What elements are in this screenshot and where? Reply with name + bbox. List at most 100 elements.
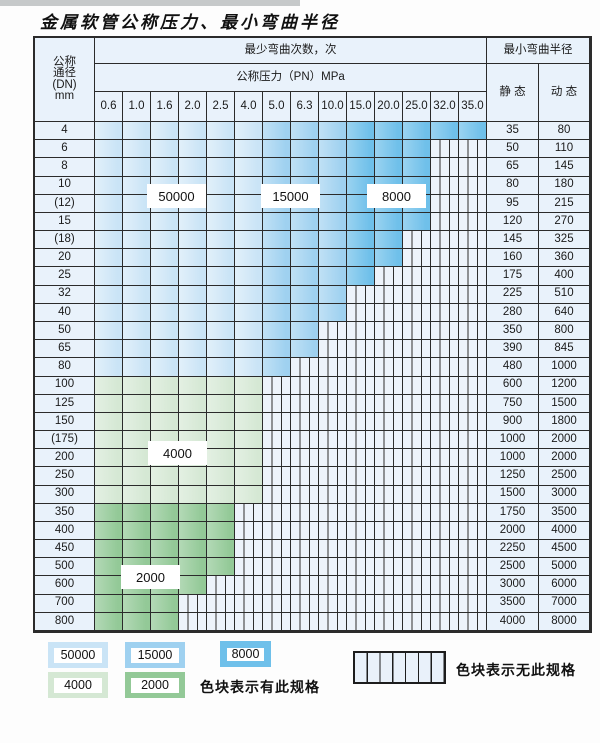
spec-cell bbox=[207, 122, 235, 141]
spec-cell bbox=[95, 521, 123, 541]
spec-cell bbox=[123, 467, 151, 486]
no-spec-cell bbox=[347, 576, 375, 595]
spec-cell bbox=[347, 122, 375, 141]
static-value-cell: 1250 bbox=[487, 467, 539, 486]
no-spec-cell bbox=[459, 212, 487, 232]
spec-cell bbox=[151, 122, 179, 141]
no-spec-cell bbox=[291, 558, 319, 577]
dynamic-value-cell: 800 bbox=[539, 321, 590, 341]
spec-cell bbox=[151, 485, 179, 504]
spec-cell bbox=[95, 594, 123, 613]
spec-cell bbox=[123, 158, 151, 177]
spec-cell bbox=[347, 267, 375, 286]
legend-swatch-label: 50000 bbox=[54, 647, 102, 663]
spec-cell bbox=[403, 140, 431, 159]
no-spec-cell bbox=[403, 449, 431, 468]
dn-cell: 700 bbox=[35, 594, 95, 613]
spec-cell bbox=[319, 303, 347, 322]
bend-cycles-header: 最少弯曲次数，次 bbox=[95, 38, 487, 64]
no-spec-cell bbox=[459, 558, 487, 577]
no-spec-cell bbox=[403, 340, 431, 359]
static-value-cell: 600 bbox=[487, 376, 539, 395]
spec-cell bbox=[179, 394, 207, 413]
no-spec-cell bbox=[263, 394, 291, 413]
spec-cell bbox=[123, 267, 151, 286]
spec-cell bbox=[207, 321, 235, 341]
no-spec-cell bbox=[459, 158, 487, 177]
no-spec-cell bbox=[235, 612, 263, 631]
spec-cell bbox=[235, 158, 263, 177]
spec-cell bbox=[291, 249, 319, 268]
spec-cell bbox=[179, 558, 207, 577]
no-spec-cell bbox=[235, 540, 263, 559]
spec-cell bbox=[291, 303, 319, 322]
spec-cell bbox=[263, 122, 291, 141]
spec-cell bbox=[207, 285, 235, 304]
no-spec-cell bbox=[375, 285, 403, 304]
spec-cell bbox=[95, 412, 123, 432]
spec-cell bbox=[95, 249, 123, 268]
static-value-cell: 280 bbox=[487, 303, 539, 322]
no-spec-cell bbox=[431, 540, 459, 559]
spec-cell bbox=[235, 394, 263, 413]
dynamic-value-cell: 3000 bbox=[539, 485, 590, 504]
static-value-cell: 350 bbox=[487, 321, 539, 341]
spec-cell bbox=[123, 521, 151, 541]
overlay-label: 50000 bbox=[147, 184, 206, 208]
spec-cell bbox=[95, 376, 123, 395]
dn-cell: 80 bbox=[35, 358, 95, 377]
spec-cell bbox=[123, 503, 151, 522]
no-spec-cell bbox=[403, 612, 431, 631]
no-spec-cell bbox=[235, 594, 263, 613]
no-spec-cell bbox=[375, 321, 403, 341]
no-spec-cell bbox=[375, 558, 403, 577]
spec-cell bbox=[151, 321, 179, 341]
no-spec-cell bbox=[403, 249, 431, 268]
spec-cell bbox=[179, 503, 207, 522]
spec-cell bbox=[375, 140, 403, 159]
static-value-cell: 4000 bbox=[487, 612, 539, 631]
spec-cell bbox=[179, 285, 207, 304]
spec-cell bbox=[375, 212, 403, 232]
no-spec-cell bbox=[375, 540, 403, 559]
no-spec-cell bbox=[431, 212, 459, 232]
no-spec-cell bbox=[431, 194, 459, 213]
no-spec-cell bbox=[319, 431, 347, 450]
dynamic-value-cell: 640 bbox=[539, 303, 590, 322]
no-spec-cell bbox=[347, 321, 375, 341]
spec-cell bbox=[95, 321, 123, 341]
dynamic-value-cell: 3500 bbox=[539, 503, 590, 522]
no-spec-cell bbox=[375, 612, 403, 631]
no-spec-cell bbox=[263, 449, 291, 468]
dynamic-value-cell: 1000 bbox=[539, 358, 590, 377]
spec-cell bbox=[123, 449, 151, 468]
static-value-cell: 900 bbox=[487, 412, 539, 432]
spec-cell bbox=[95, 285, 123, 304]
static-value-cell: 120 bbox=[487, 212, 539, 232]
dn-cell: 4 bbox=[35, 122, 95, 141]
dynamic-value-cell: 510 bbox=[539, 285, 590, 304]
spec-cell bbox=[319, 176, 347, 195]
dn-header-cell: 公称 通径 (DN) mm bbox=[35, 38, 95, 122]
no-spec-cell bbox=[347, 485, 375, 504]
no-spec-cell bbox=[347, 394, 375, 413]
no-spec-cell bbox=[431, 485, 459, 504]
dynamic-value-cell: 400 bbox=[539, 267, 590, 286]
no-spec-cell bbox=[431, 303, 459, 322]
no-spec-cell bbox=[459, 503, 487, 522]
spec-cell bbox=[95, 503, 123, 522]
dynamic-value-cell: 80 bbox=[539, 122, 590, 141]
no-spec-cell bbox=[319, 521, 347, 541]
no-spec-cell bbox=[375, 576, 403, 595]
no-spec-cell bbox=[347, 521, 375, 541]
spec-cell bbox=[179, 576, 207, 595]
no-spec-cell bbox=[403, 594, 431, 613]
no-spec-cell bbox=[431, 376, 459, 395]
no-spec-cell bbox=[263, 467, 291, 486]
static-value-cell: 750 bbox=[487, 394, 539, 413]
spec-cell bbox=[151, 285, 179, 304]
static-value-cell: 2250 bbox=[487, 540, 539, 559]
spec-cell bbox=[151, 231, 179, 250]
dynamic-value-cell: 2000 bbox=[539, 431, 590, 450]
